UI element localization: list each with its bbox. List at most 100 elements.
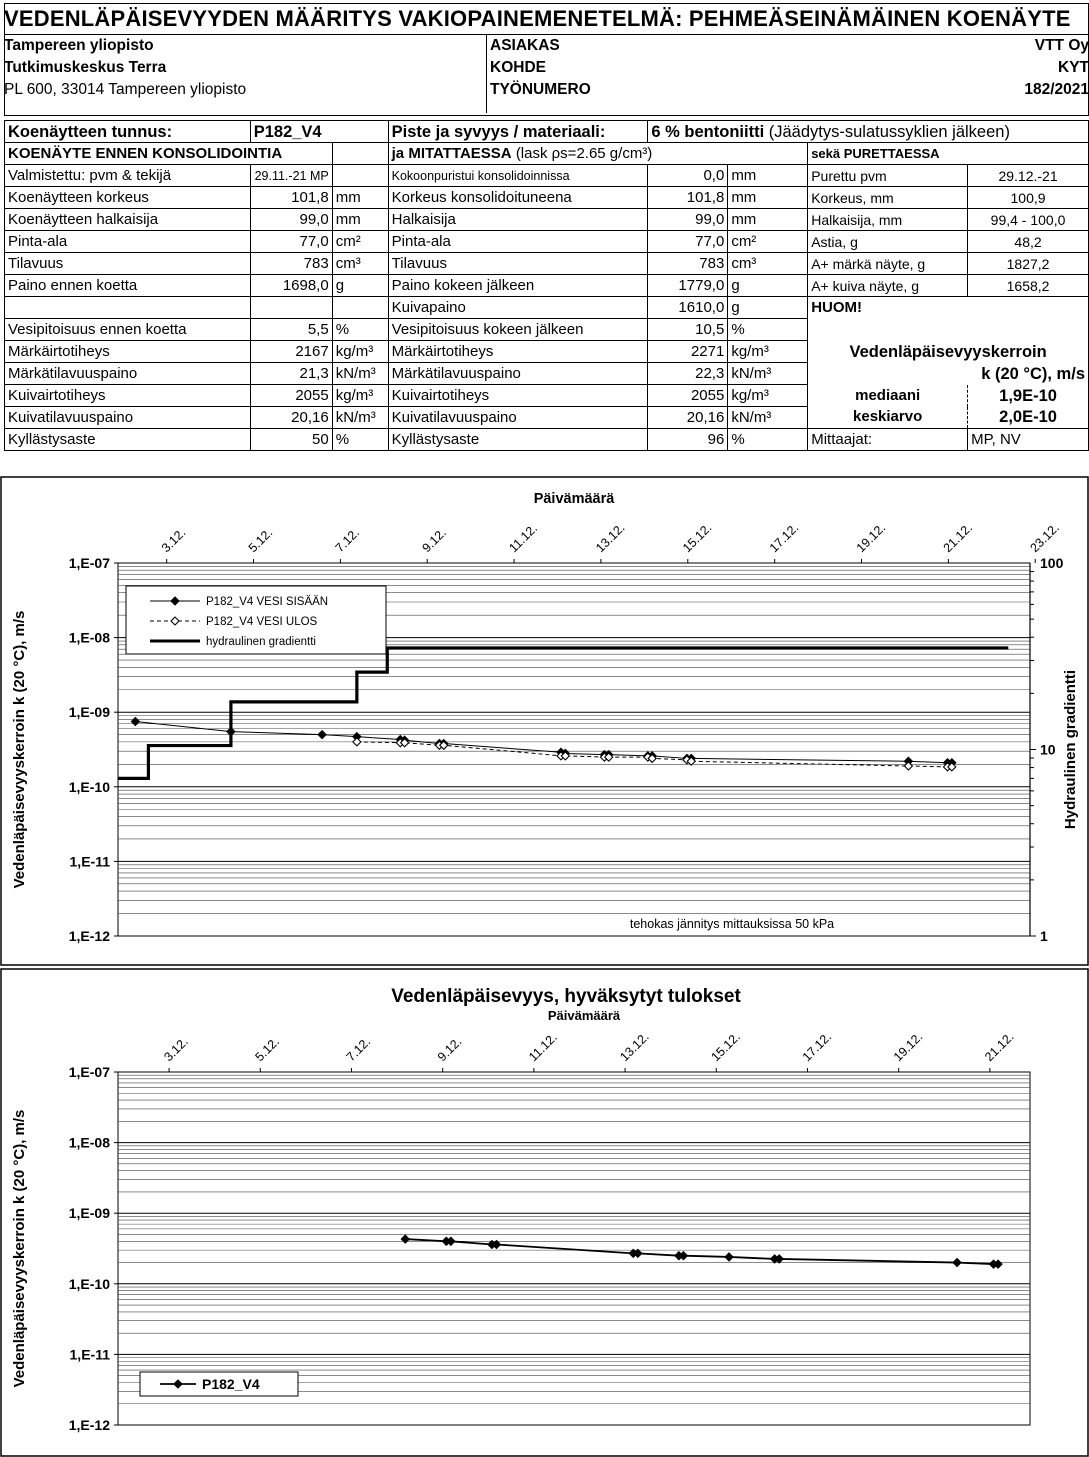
before-value: 20,16 (249, 406, 333, 429)
y-tick-label: 1,E-08 (69, 1135, 110, 1151)
before-label: Koenäytteen halkaisija (4, 208, 251, 231)
y2-tick-label: 10 (1040, 742, 1056, 758)
y-axis-label: Vedenläpäisevyyskerroin k (20 °C), m/s (11, 611, 28, 889)
legend-box (125, 585, 387, 655)
report-title: VEDENLÄPÄISEVYYDEN MÄÄRITYS VAKIOPAINEME… (4, 6, 1071, 31)
table-row: Kyllästysaste 50% Kyllästysaste 96% Mittaaja… (4, 428, 1089, 451)
before-label: Pinta-ala (4, 230, 251, 253)
measure-value: 22,3 (647, 362, 729, 385)
measure-unit: cm² (727, 230, 809, 253)
before-value: 1698,0 (249, 274, 333, 297)
org-line-1: Tampereen yliopisto (4, 37, 154, 54)
y-tick-label: 1,E-11 (70, 1346, 111, 1362)
before-value: 50 (249, 428, 333, 451)
before-value (249, 296, 333, 319)
before-unit (331, 164, 389, 187)
y-tick-label: 1,E-09 (69, 1205, 110, 1221)
before-unit: kN/m³ (331, 406, 389, 429)
measure-unit: g (727, 274, 809, 297)
dismantle-label: Halkaisija, mm (807, 208, 969, 231)
before-value: 5,5 (249, 318, 333, 341)
table-row: Koenäytteen halkaisija 99,0 mm Halkaisija 99… (4, 208, 1089, 231)
measure-unit: g (727, 296, 809, 319)
before-unit: % (331, 318, 389, 341)
before-unit: g (331, 274, 389, 297)
y-tick-label: 1,E-11 (70, 853, 111, 869)
dismantle-label: Purettu pvm (807, 164, 969, 187)
asiakas-value: VTT Oy (1034, 37, 1089, 54)
before-label: Paino ennen koetta (4, 274, 251, 297)
median-label: mediaani (807, 384, 968, 407)
table-row: Vesipitoisuus ennen koetta 5,5% Vesipitois… (4, 318, 1089, 341)
x-axis-title: Päivämäärä (548, 1008, 621, 1023)
y-tick-label: 1,E-07 (69, 1064, 110, 1080)
legend-label: P182_V4 (202, 1376, 260, 1392)
table-row: Valmistettu: pvm & tekijä 29.11.-21 MP Kok… (4, 164, 1089, 187)
measure-value: 20,16 (647, 406, 729, 429)
x-tick-label: 17.12. (767, 521, 801, 555)
series-out-point (686, 756, 697, 767)
x-tick-label: 7.12. (333, 526, 363, 556)
measure-label: Pinta-ala (387, 230, 649, 253)
organization-block: Tampereen yliopisto Tutkimuskeskus Terra… (4, 35, 487, 113)
series-out-point (399, 737, 410, 748)
table-row: Koenäytteen korkeus 101,8 mm Korkeus konsol… (4, 186, 1089, 209)
before-value: 99,0 (249, 208, 333, 231)
section-before: KOENÄYTE ENNEN KONSOLIDOINTIA (4, 142, 333, 165)
measure-unit: mm (727, 186, 809, 209)
x-tick-label: 3.12. (159, 526, 189, 556)
measure-label: Kuivatilavuuspaino (387, 406, 649, 429)
measure-label: Vesipitoisuus kokeen jälkeen (387, 318, 649, 341)
measure-value: 1779,0 (647, 274, 729, 297)
before-label: Koenäytteen korkeus (4, 186, 251, 209)
section-measuring-bold: ja MITATTAESSA (391, 144, 512, 162)
measure-value: 0,0 (647, 164, 729, 187)
x-tick-label: 13.12. (617, 1030, 651, 1064)
series-in-point (130, 716, 141, 727)
before-value: 21,3 (249, 362, 333, 385)
table-row: Tilavuus 783 cm³ Tilavuus 783 cm³ A+ märkä näy… (4, 252, 1089, 275)
series-out-line (356, 741, 952, 768)
before-unit (331, 296, 389, 319)
annotation: tehokas jännitys mittauksissa 50 kPa (630, 917, 834, 931)
measure-value: 10,5 (647, 318, 729, 341)
series-point (400, 1234, 411, 1244)
measure-label: Kyllästysaste (387, 428, 649, 451)
measure-value: 99,0 (647, 208, 729, 231)
measure-unit: kg/m³ (727, 384, 809, 407)
series-point (952, 1257, 962, 1268)
series-in-point (226, 726, 236, 737)
material-label: Piste ja syvyys / materiaali: (387, 120, 649, 143)
x-tick-label: 15.12. (708, 1030, 742, 1064)
before-unit: kg/m³ (331, 340, 389, 363)
section-dismantle: sekä PURETTAESSA (807, 142, 1089, 165)
x-tick-label: 13.12. (593, 521, 627, 555)
before-value: 77,0 (249, 230, 333, 253)
before-label: Kyllästysaste (4, 428, 251, 451)
x-tick-label: 19.12. (891, 1030, 925, 1064)
measure-label: Tilavuus (387, 252, 649, 275)
series-out-point (352, 737, 362, 747)
measure-unit: mm (727, 208, 809, 231)
measure-label: Märkätilavuuspaino (387, 362, 649, 385)
series-in-point (317, 729, 327, 740)
measure-value: 77,0 (647, 230, 729, 253)
dismantle-value: 1827,2 (967, 252, 1089, 275)
measure-label: Märkäirtotiheys (387, 340, 649, 363)
note-label: HUOM! (807, 296, 1089, 319)
x-tick-label: 7.12. (344, 1035, 374, 1065)
x-tick-label: 9.12. (435, 1035, 465, 1065)
x-tick-label: 19.12. (854, 521, 888, 555)
mean-label: keskiarvo (807, 406, 968, 429)
material-rest: (Jäädytys-sulatussyklien jälkeen) (768, 122, 1010, 141)
before-unit: mm (331, 208, 389, 231)
dismantle-label: Astia, g (807, 230, 969, 253)
measure-label: Kuivapaino (387, 296, 649, 319)
k-box-unit: k (20 °C), m/s (807, 362, 1089, 385)
dismantle-label: Korkeus, mm (807, 186, 969, 209)
series-out-point (903, 761, 914, 771)
measure-value: 2055 (647, 384, 729, 407)
org-line-2: Tutkimuskeskus Terra (4, 59, 167, 76)
y-tick-label: 1,E-12 (69, 1417, 110, 1433)
